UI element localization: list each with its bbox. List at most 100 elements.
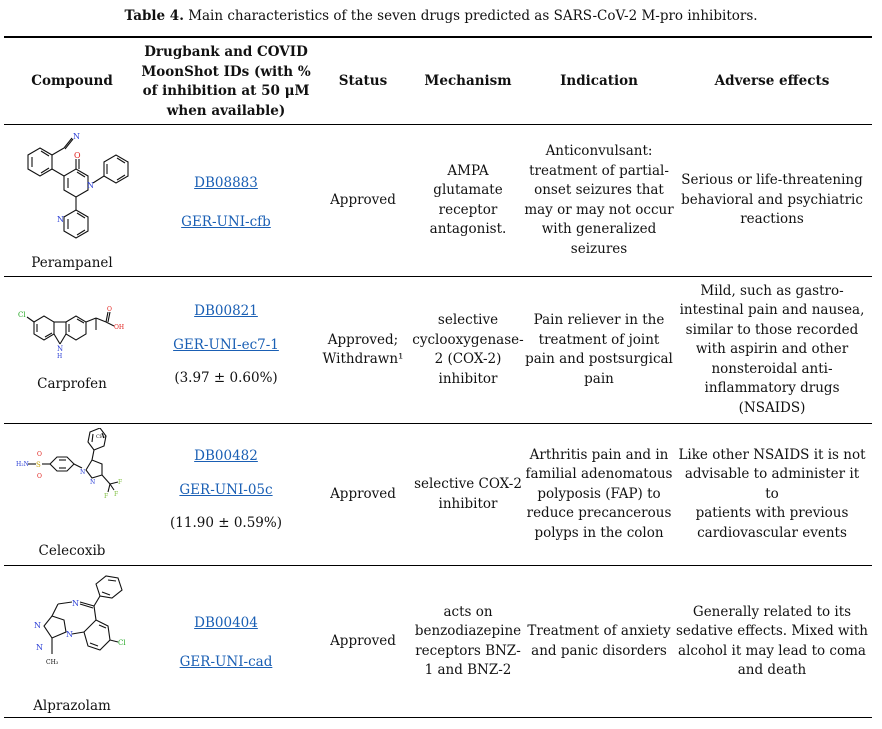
atom-label: N bbox=[57, 345, 63, 353]
drugbank-link[interactable]: DB08883 bbox=[194, 175, 258, 191]
mechanism-line: acts on bbox=[443, 603, 493, 620]
compound-name: Perampanel bbox=[31, 255, 113, 271]
mechanism-line: receptor bbox=[438, 201, 498, 218]
atom-label: OH bbox=[114, 324, 124, 331]
atom-label: N bbox=[34, 621, 41, 630]
adverse-line: behavioral and psychiatric bbox=[681, 191, 863, 208]
indication-line: treatment of joint bbox=[538, 331, 660, 348]
drugbank-link[interactable]: DB00482 bbox=[194, 448, 258, 464]
indication-line: pain bbox=[584, 370, 614, 387]
atom-label: N bbox=[90, 479, 95, 486]
atom-label: S bbox=[36, 461, 41, 469]
atom-label: N bbox=[36, 643, 43, 652]
indication-line: Treatment of anxiety bbox=[527, 623, 671, 639]
adverse-cell: Generally related to its sedative effect… bbox=[676, 566, 868, 717]
atom-label: F bbox=[118, 479, 122, 486]
status-text: Approved bbox=[330, 632, 396, 649]
adverse-cell: Mild, such as gastro- intestinal pain an… bbox=[676, 277, 868, 423]
drugbank-link[interactable]: DB00404 bbox=[194, 615, 258, 631]
adverse-line: inflammatory drugs bbox=[704, 380, 840, 397]
atom-label: Cl bbox=[118, 639, 126, 647]
status-cell: Approved bbox=[312, 424, 414, 565]
caption-text: Main characteristics of the seven drugs … bbox=[188, 8, 758, 24]
compound-ids: DB08883 GER-UNI-cfb bbox=[146, 174, 306, 232]
atom-label: H₂N bbox=[16, 461, 29, 468]
caption-label: Table 4. bbox=[124, 8, 184, 24]
adverse-line: and death bbox=[737, 662, 807, 678]
mechanism-cell: acts on benzodiazepine receptors BNZ- 1 … bbox=[414, 566, 522, 717]
row-divider-3 bbox=[4, 565, 872, 566]
status-cell: Approved; Withdrawn¹ bbox=[312, 277, 414, 423]
row-divider-2 bbox=[4, 423, 872, 424]
mechanism-cell: selective COX-2 inhibitor bbox=[414, 424, 522, 565]
adverse-line: similar to those recorded bbox=[685, 321, 859, 338]
adverse-line: Serious or life-threatening bbox=[681, 172, 863, 189]
inhibition-value: (11.90 ± 0.59%) bbox=[170, 515, 282, 531]
status-text: Approved; bbox=[327, 331, 399, 348]
indication-line: may or may not occur bbox=[524, 201, 674, 218]
mechanism-line: inhibitor bbox=[438, 495, 498, 512]
indication-cell: Pain reliever in the treatment of joint … bbox=[522, 277, 676, 423]
adverse-cell: Serious or life-threatening behavioral a… bbox=[676, 125, 868, 276]
inhibition-value: (3.97 ± 0.60%) bbox=[174, 370, 278, 386]
status-text: Approved bbox=[330, 485, 396, 502]
adverse-line: with aspirin and other bbox=[695, 341, 849, 358]
header-adverse: Adverse effects bbox=[714, 73, 830, 89]
celecoxib-structure: H₂N S O O N N CH₃ F F F bbox=[16, 428, 122, 500]
adverse-line: sedative effects. Mixed with bbox=[676, 623, 868, 639]
mechanism-line: receptors BNZ- bbox=[415, 642, 521, 659]
adverse-line: intestinal pain and nausea, bbox=[679, 302, 865, 319]
drugbank-link[interactable]: DB00821 bbox=[194, 303, 258, 319]
indication-cell: Anticonvulsant: treatment of partial- on… bbox=[522, 125, 676, 276]
moonshot-link[interactable]: GER-UNI-05c bbox=[179, 481, 273, 498]
alprazolam-structure: N Cl N N N CH₃ bbox=[34, 575, 126, 666]
atom-label: O bbox=[74, 151, 81, 160]
adverse-line: advisable to administer it to bbox=[684, 466, 860, 502]
moonshot-link[interactable]: GER-UNI-cfb bbox=[181, 213, 271, 230]
header-ids-line: of inhibition at 50 μM bbox=[142, 83, 310, 99]
compound-name: Celecoxib bbox=[38, 543, 106, 559]
atom-label: N bbox=[73, 132, 80, 141]
atom-label: H bbox=[57, 353, 62, 360]
indication-line: with generalized bbox=[541, 221, 657, 237]
mechanism-cell: selective cyclooxygenase- 2 (COX-2) inhi… bbox=[412, 277, 524, 423]
indication-cell: Treatment of anxiety and panic disorders bbox=[522, 566, 676, 717]
mechanism-line: antagonist. bbox=[429, 221, 507, 237]
status-cell: Approved bbox=[312, 125, 414, 276]
compound-ids: DB00821 GER-UNI-ec7-1 (3.97 ± 0.60%) bbox=[146, 302, 306, 389]
mechanism-line: selective bbox=[437, 312, 499, 328]
atom-label: N bbox=[66, 630, 73, 639]
atom-label: Cl bbox=[18, 311, 26, 319]
adverse-line: Like other NSAIDS it is not bbox=[678, 446, 866, 463]
moonshot-link[interactable]: GER-UNI-cad bbox=[179, 653, 273, 670]
indication-line: polyps in the colon bbox=[534, 524, 664, 541]
compound-ids: DB00404 GER-UNI-cad bbox=[146, 614, 306, 672]
atom-label: CH₃ bbox=[96, 434, 106, 440]
atom-label: N bbox=[87, 181, 94, 190]
compound-name: Carprofen bbox=[37, 376, 107, 392]
status-text: Withdrawn¹ bbox=[322, 351, 404, 367]
header-ids: Drugbank and COVID MoonShot IDs (with % … bbox=[140, 43, 312, 121]
atom-label: N bbox=[57, 215, 64, 224]
adverse-line: nonsteroidal anti- bbox=[711, 360, 833, 377]
header-status: Status bbox=[338, 73, 388, 89]
status-text: Approved bbox=[330, 191, 396, 208]
row-divider-1 bbox=[4, 276, 872, 277]
mechanism-line: benzodiazepine bbox=[414, 623, 522, 639]
atom-label: F bbox=[104, 493, 108, 500]
table-caption: Table 4. Main characteristics of the sev… bbox=[0, 8, 882, 24]
moonshot-link[interactable]: GER-UNI-ec7-1 bbox=[173, 336, 279, 353]
mechanism-line: 2 (COX-2) bbox=[434, 351, 502, 367]
adverse-line: Generally related to its bbox=[692, 603, 852, 620]
mechanism-line: cyclooxygenase- bbox=[412, 331, 524, 348]
adverse-line: reactions bbox=[740, 211, 804, 228]
indication-line: reduce precancerous bbox=[526, 505, 672, 522]
atom-label: O bbox=[37, 451, 42, 458]
header-ids-line: Drugbank and COVID bbox=[144, 44, 308, 60]
atom-label: N bbox=[72, 599, 79, 608]
indication-line: polyposis (FAP) to bbox=[537, 485, 661, 502]
adverse-line: (NSAIDS) bbox=[738, 399, 806, 416]
atom-label: N bbox=[80, 469, 85, 476]
header-rule bbox=[4, 124, 872, 125]
adverse-line: cardiovascular events bbox=[697, 524, 847, 541]
